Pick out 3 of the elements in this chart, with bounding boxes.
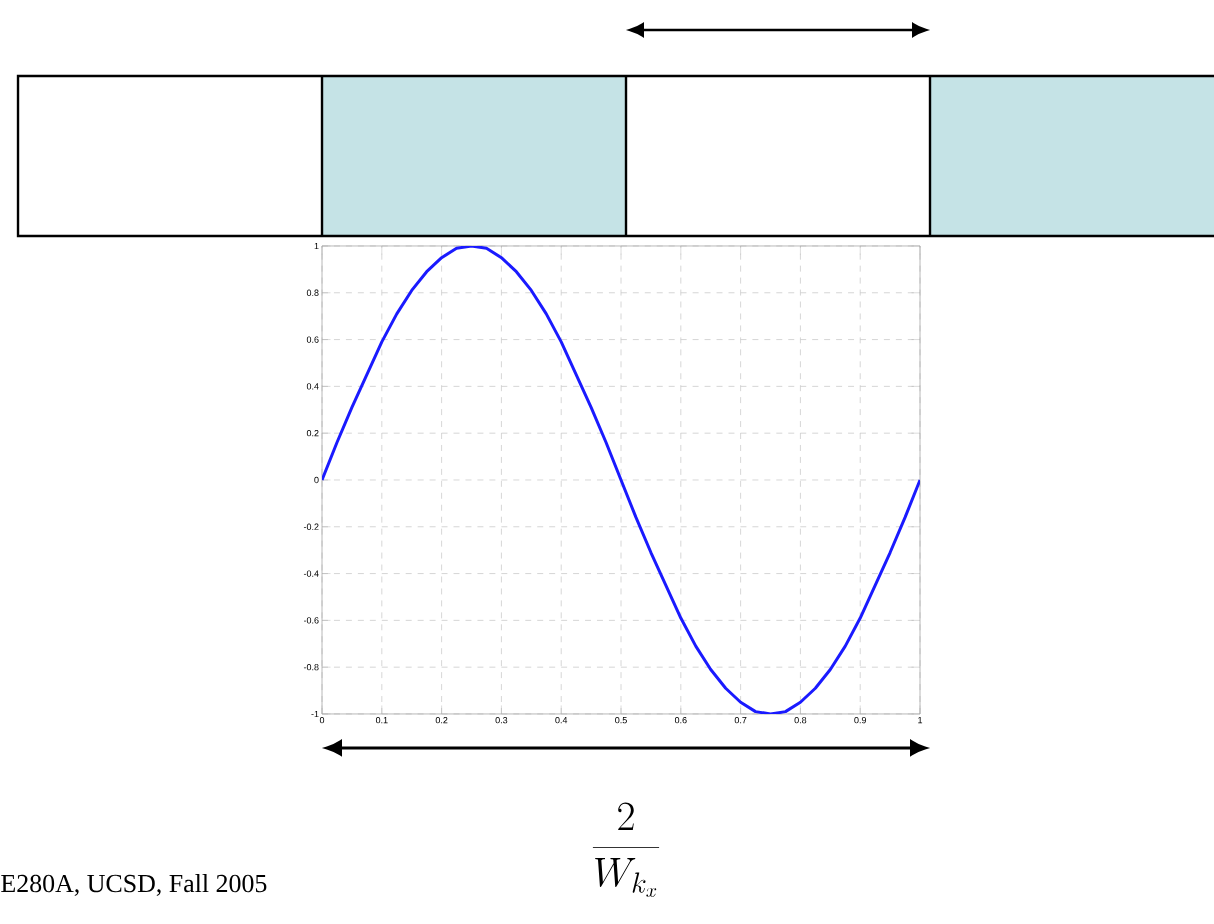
text: E280A, UCSD, Fall 2005 xyxy=(1,874,267,896)
line-series xyxy=(322,245,921,714)
text: $\frac{2}{W_{k_x}}$ xyxy=(592,802,660,897)
